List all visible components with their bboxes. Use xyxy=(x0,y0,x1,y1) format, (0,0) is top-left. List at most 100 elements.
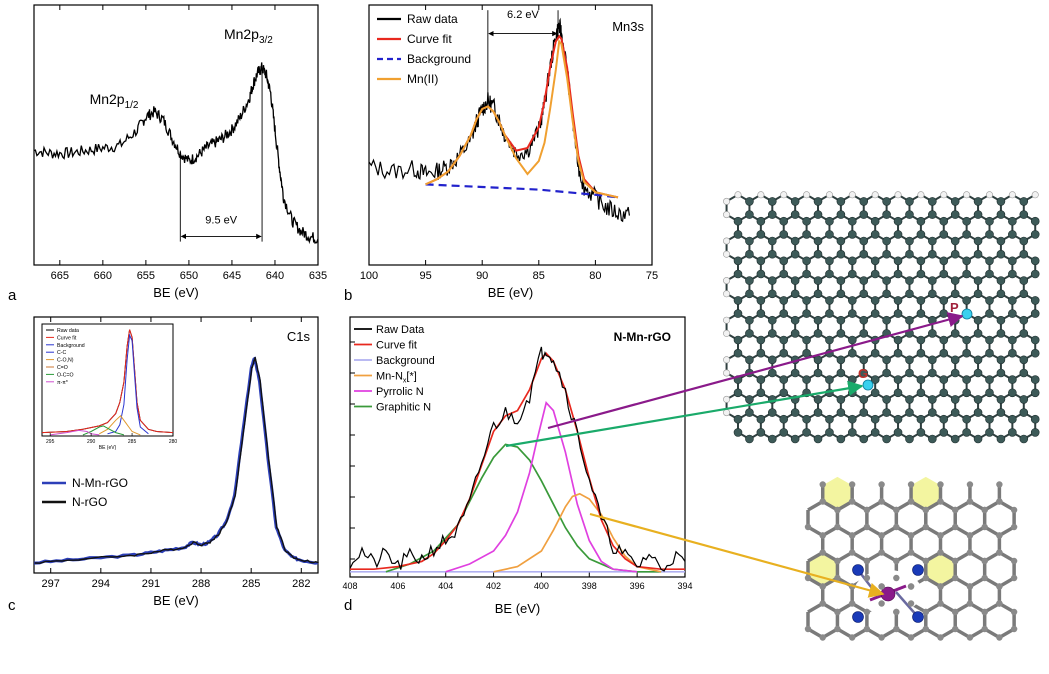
c-atom xyxy=(996,368,1006,378)
c-atom xyxy=(905,434,914,444)
c-atom xyxy=(825,296,834,305)
c-atom xyxy=(767,408,777,417)
pyridinic-ring xyxy=(823,476,852,510)
c-atom xyxy=(981,625,988,633)
n-atom xyxy=(912,611,924,623)
c-atom xyxy=(733,216,743,226)
c-atom xyxy=(916,216,926,226)
c-atom xyxy=(922,523,929,531)
panel-c: 297 294 291 288 285 282 BE (eV) C1s N-Mn-rGO N-rG… xyxy=(33,316,319,608)
c-atom xyxy=(767,236,777,246)
c-atom xyxy=(952,608,959,616)
c-atom xyxy=(813,289,823,299)
c-atom xyxy=(733,269,743,279)
series-raw-data xyxy=(349,346,686,572)
chart-title: Mn3s xyxy=(612,19,644,34)
c-atom xyxy=(756,256,766,266)
c-atom xyxy=(893,256,903,266)
c-atom xyxy=(928,368,937,378)
legend-label: Raw data xyxy=(407,12,458,26)
x-tick-label: 660 xyxy=(94,270,112,282)
c-atom xyxy=(756,216,766,226)
c-atom xyxy=(870,375,880,384)
c-atom xyxy=(733,256,743,266)
c-atom xyxy=(922,506,929,514)
c-atom xyxy=(1030,388,1040,398)
c-atom xyxy=(767,329,777,338)
chart-title: N-Mn-rGO xyxy=(614,330,671,344)
c-atom xyxy=(804,625,812,633)
c-atom xyxy=(996,236,1006,246)
c-atom xyxy=(745,249,754,259)
c-atom xyxy=(870,388,880,398)
c-atom xyxy=(966,549,974,556)
c-atom xyxy=(996,498,1003,505)
h-atom xyxy=(723,277,731,285)
c-atom xyxy=(939,375,949,384)
inset-tick-label: 295 xyxy=(46,439,55,445)
c-atom xyxy=(802,348,811,358)
c-atom xyxy=(848,348,857,358)
series-curve-fit xyxy=(350,352,685,571)
c-atom xyxy=(973,276,983,285)
c-atom xyxy=(950,236,960,246)
c-atom xyxy=(985,230,994,239)
plot-frame xyxy=(33,4,319,266)
c-atom xyxy=(834,506,841,514)
c-atom xyxy=(859,236,869,246)
plot-frame xyxy=(368,4,653,266)
c-atom xyxy=(790,434,800,444)
c-atom xyxy=(863,625,871,633)
c-atom xyxy=(937,634,944,641)
c-atom xyxy=(973,368,983,378)
c-atom xyxy=(825,230,834,239)
legend-label: Curve fit xyxy=(376,340,417,352)
x-tick-label: 408 xyxy=(342,581,357,591)
c-atom xyxy=(790,289,800,299)
c-atom xyxy=(779,335,789,345)
x-tick-label: 282 xyxy=(292,578,310,590)
c-atom xyxy=(802,216,811,226)
legend-label: Graphitic N xyxy=(376,402,431,414)
c-atom xyxy=(905,276,914,285)
connector-arrows xyxy=(505,312,964,598)
c-atom xyxy=(1008,230,1017,239)
x-tick-label: 640 xyxy=(266,270,284,282)
c-atom xyxy=(962,414,971,424)
c-atom xyxy=(937,600,944,607)
c-atom xyxy=(745,197,754,206)
h-atom xyxy=(917,191,925,199)
inset-series xyxy=(50,429,100,436)
c-atom xyxy=(756,269,766,279)
h-atom xyxy=(825,191,833,199)
c-atom xyxy=(882,249,891,259)
graphitic-n-atom xyxy=(862,379,874,391)
c-atom xyxy=(1030,216,1040,226)
panel-label-a: a xyxy=(8,287,17,304)
h-atom xyxy=(1008,191,1016,199)
c-atom xyxy=(939,348,949,358)
c-atom xyxy=(870,428,880,437)
c-atom xyxy=(767,434,777,444)
c-atom xyxy=(1019,368,1029,378)
c-atom xyxy=(973,408,983,417)
c-atom xyxy=(733,414,743,424)
c-atom xyxy=(916,230,926,239)
c-atom xyxy=(996,329,1006,338)
x-tick-label: 394 xyxy=(677,581,692,591)
c-atom xyxy=(928,210,937,219)
c-atom xyxy=(973,197,983,206)
c-atom xyxy=(745,236,754,246)
c-atom xyxy=(756,230,766,239)
c-atom xyxy=(863,557,871,565)
c-atom xyxy=(893,388,903,398)
c-atom xyxy=(848,428,857,437)
c-atom xyxy=(1008,388,1017,398)
c-atom xyxy=(859,249,869,259)
inset-tick-label: 285 xyxy=(128,439,137,445)
c-atom xyxy=(1030,230,1040,239)
c-atom xyxy=(756,335,766,345)
c-atom xyxy=(756,414,766,424)
c-atom xyxy=(996,210,1006,219)
